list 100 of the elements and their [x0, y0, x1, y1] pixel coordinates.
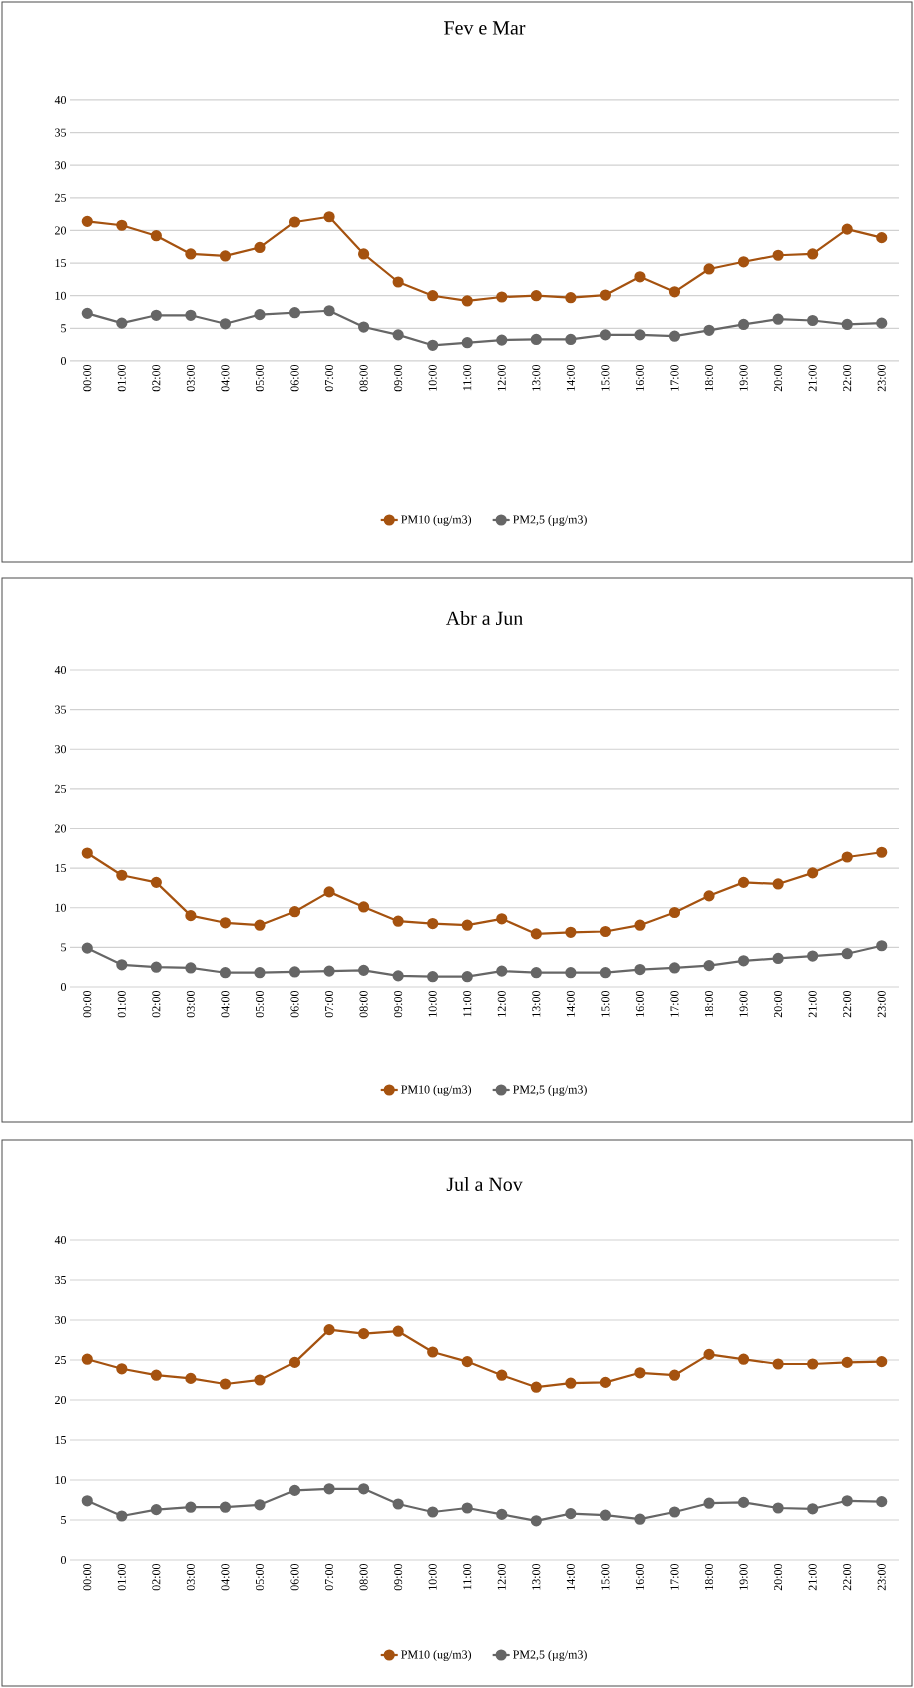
x-tick-label: 10:00 — [428, 990, 437, 1017]
point — [323, 965, 335, 977]
point — [703, 1497, 715, 1509]
point — [288, 1484, 301, 1496]
x-tick-label: 03:00 — [186, 364, 195, 392]
point — [565, 967, 577, 979]
x-tick-label: 11:00 — [463, 1563, 472, 1590]
point — [599, 1509, 612, 1521]
point — [185, 309, 197, 321]
point — [876, 1355, 888, 1368]
x-tick-label: 00:00 — [83, 990, 92, 1018]
y-tick-label: 20 — [55, 824, 67, 833]
point — [772, 1358, 784, 1370]
point — [737, 955, 750, 967]
x-tick-label: 18:00 — [704, 990, 714, 1017]
point — [841, 851, 853, 863]
point — [496, 1369, 508, 1381]
point — [530, 1381, 542, 1393]
x-tick-label: 15:00 — [601, 364, 610, 391]
x-tick-label: 23:00 — [877, 990, 886, 1018]
point — [219, 318, 232, 330]
x-tick-label: 16:00 — [635, 1563, 645, 1590]
x-tick-label: 16:00 — [635, 990, 645, 1017]
y-tick-label: 5 — [61, 324, 67, 333]
point — [219, 917, 232, 929]
point — [496, 334, 508, 346]
legend-label: PM10 (ug/m3) — [401, 515, 472, 526]
point — [565, 1377, 577, 1389]
point — [358, 321, 370, 333]
point — [599, 925, 612, 938]
point — [81, 1353, 93, 1365]
x-tick-label: 21:00 — [808, 1563, 817, 1591]
point — [668, 286, 681, 298]
x-tick-label: 08:00 — [359, 990, 368, 1018]
point — [634, 271, 646, 283]
point — [634, 919, 646, 931]
point — [737, 1353, 750, 1365]
y-tick-label: 0 — [60, 356, 67, 365]
point — [116, 1363, 128, 1375]
x-tick-label: 06:00 — [290, 990, 299, 1018]
point — [254, 967, 266, 979]
point — [150, 1504, 162, 1516]
chart-title: Jul a Nov — [446, 1177, 523, 1192]
x-tick-label: 03:00 — [186, 990, 195, 1018]
point — [703, 324, 715, 336]
point — [358, 1327, 370, 1340]
x-tick-label: 05:00 — [255, 990, 265, 1018]
x-tick-label: 11:00 — [463, 990, 472, 1017]
point — [150, 1369, 162, 1381]
point — [599, 329, 612, 341]
point — [323, 1323, 335, 1336]
x-tick-label: 10:00 — [428, 1563, 437, 1590]
x-tick-label: 22:00 — [843, 364, 852, 392]
point — [530, 333, 542, 346]
point — [392, 1325, 404, 1337]
x-tick-label: 00:00 — [83, 1563, 92, 1591]
point — [599, 1376, 612, 1388]
point — [116, 219, 128, 231]
point — [703, 959, 715, 972]
point — [392, 1498, 404, 1510]
point — [392, 915, 404, 927]
y-tick-label: 10 — [55, 291, 67, 300]
x-tick-label: 02:00 — [152, 990, 161, 1018]
x-tick-label: 15:00 — [601, 1563, 610, 1590]
y-tick-label: 10 — [55, 903, 67, 912]
point — [496, 913, 508, 925]
point — [807, 248, 819, 260]
point — [254, 1499, 266, 1511]
x-tick-label: 09:00 — [394, 364, 403, 392]
point — [876, 232, 888, 244]
y-tick-label: 35 — [55, 128, 67, 137]
legend-label: PM2,5 (µg/m3) — [513, 1085, 587, 1096]
point — [876, 846, 888, 858]
y-tick-label: 20 — [55, 226, 67, 235]
point — [807, 1503, 819, 1515]
point — [772, 249, 784, 261]
point — [703, 1348, 715, 1360]
point — [772, 952, 784, 965]
x-tick-label: 00:00 — [83, 364, 92, 392]
y-tick-label: 0 — [60, 982, 67, 992]
point — [876, 317, 888, 329]
point — [81, 1495, 93, 1507]
point — [496, 965, 508, 977]
point — [116, 1510, 128, 1522]
point — [288, 1356, 301, 1368]
x-tick-label: 13:00 — [532, 990, 541, 1017]
point — [150, 876, 162, 888]
y-tick-label: 25 — [55, 193, 67, 202]
x-tick-label: 18:00 — [704, 1563, 714, 1590]
point — [599, 289, 612, 301]
x-tick-label: 19:00 — [739, 364, 748, 391]
x-tick-label: 20:00 — [774, 1563, 783, 1591]
chart-title: Fev e Mar — [444, 21, 526, 35]
point — [323, 886, 335, 898]
x-tick-label: 12:00 — [497, 1563, 506, 1590]
point — [323, 305, 335, 317]
point — [427, 917, 439, 930]
point — [254, 1374, 266, 1386]
point — [185, 1501, 197, 1513]
point — [288, 307, 301, 319]
